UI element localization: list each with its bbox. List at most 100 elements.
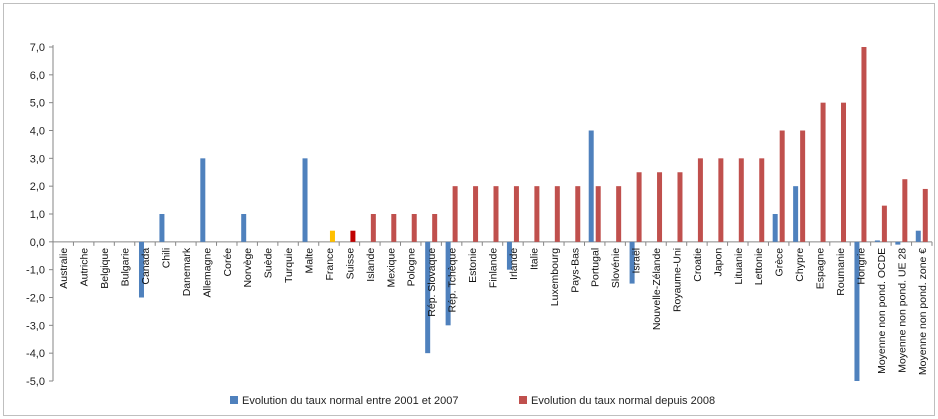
bar-estonie-depuis-2008 (473, 186, 479, 242)
bar-moyenne-non-pond-ue-28-2001-2007 (895, 241, 901, 245)
x-category-label: Belgique (99, 248, 111, 289)
x-category-label: Irlande (508, 248, 520, 280)
x-category-label: Moyenne non pond. OCDE (876, 248, 888, 374)
bar-gr-ce-2001-2007 (772, 214, 778, 242)
x-category-label: Pays-Bas (569, 248, 581, 293)
x-category-label: Suisse (344, 248, 356, 280)
x-category-label: Slovénie (610, 248, 622, 288)
y-tick-label: 2,0 (30, 181, 45, 193)
bar-islande-depuis-2008 (370, 214, 376, 242)
x-category-label: Lituanie (733, 248, 745, 285)
x-category-label: Autriche (79, 248, 91, 287)
y-tick-label: 3,0 (30, 153, 45, 165)
x-category-label: Moyenne non pond. UE 28 (896, 248, 908, 373)
bar-italie-depuis-2008 (534, 186, 540, 242)
bar-moyenne-non-pond-ocde-depuis-2008 (881, 205, 887, 242)
x-category-label: Danemark (181, 247, 193, 296)
x-category-label: Norvège (242, 248, 254, 288)
bar-isra-l-depuis-2008 (636, 172, 642, 242)
bar-r-p-slovaque-2001-2007 (425, 241, 431, 354)
y-tick-label: 6,0 (30, 70, 45, 82)
bar-chypre-2001-2007 (793, 186, 799, 242)
x-category-label: Rép. Tchèque (447, 248, 459, 313)
bar-r-p-slovaque-depuis-2008 (432, 214, 438, 242)
x-category-label: Chili (160, 248, 172, 268)
bar-roumanie-depuis-2008 (841, 102, 847, 242)
x-category-label: Luxembourg (549, 248, 561, 307)
x-category-label: Finlande (488, 248, 500, 288)
y-tick-label: -4,0 (26, 348, 45, 360)
x-category-label: Grèce (774, 248, 786, 277)
y-tick-label: 1,0 (30, 209, 45, 221)
bar-finlande-depuis-2008 (493, 186, 499, 242)
bar-pologne-depuis-2008 (411, 214, 417, 242)
bar-gr-ce-depuis-2008 (779, 130, 785, 242)
x-category-label: Moyenne non pond. zone € (917, 248, 929, 375)
bar-pays-bas-depuis-2008 (575, 186, 581, 242)
bar-espagne-depuis-2008 (820, 102, 826, 242)
bar-chili-2001-2007 (159, 214, 165, 242)
x-category-label: Canada (140, 248, 152, 285)
bar-norv-ge-2001-2007 (241, 214, 247, 242)
x-category-label: Bulgarie (120, 248, 132, 287)
x-category-label: Royaume-Uni (671, 248, 683, 312)
x-category-label: Mexique (385, 248, 397, 288)
bar-lettonie-depuis-2008 (759, 158, 765, 242)
x-category-label: Suède (263, 248, 275, 279)
bar-irlande-depuis-2008 (513, 186, 519, 242)
x-category-label: Rép. Slovaque (426, 248, 438, 317)
x-category-label: Turquie (283, 248, 295, 283)
y-tick-label: -5,0 (26, 376, 45, 388)
bar-moyenne-non-pond-zone--2001-2007 (915, 230, 921, 242)
bar-allemagne-2001-2007 (200, 158, 206, 242)
legend-swatch-depuis-2008 (519, 396, 527, 404)
y-tick-label: -1,0 (26, 265, 45, 277)
bar-r-p-tch-que-2001-2007 (445, 241, 451, 326)
x-category-label: Allemagne (201, 248, 213, 298)
bar-chypre-depuis-2008 (800, 130, 806, 242)
x-category-label: Croatie (692, 248, 704, 282)
x-category-label: Australie (58, 248, 70, 289)
bar-portugal-depuis-2008 (595, 186, 601, 242)
x-category-label: Japon (712, 248, 724, 277)
y-tick-label: -2,0 (26, 293, 45, 305)
legend-label-2001-2007: Evolution du taux normal entre 2001 et 2… (242, 395, 458, 407)
x-category-label: Corée (222, 248, 234, 277)
bar-hongrie-depuis-2008 (861, 47, 867, 242)
bar-suisse-depuis-2008 (350, 230, 356, 242)
y-tick-label: -3,0 (26, 320, 45, 332)
bar-royaume-uni-depuis-2008 (677, 172, 683, 242)
x-category-label: Estonie (467, 248, 479, 283)
x-category-label: Italie (528, 248, 540, 270)
x-category-label: Portugal (590, 248, 602, 287)
bar-moyenne-non-pond-ocde-2001-2007 (874, 240, 880, 242)
bar-hongrie-2001-2007 (854, 241, 860, 381)
x-category-label: Islande (365, 248, 377, 282)
x-category-label: Israël (631, 248, 643, 274)
bar-malte-2001-2007 (302, 158, 308, 242)
x-category-label: Hongrie (855, 248, 867, 285)
x-category-label: Espagne (815, 248, 827, 290)
x-category-label: France (324, 248, 336, 281)
legend-label-depuis-2008: Evolution du taux normal depuis 2008 (531, 395, 715, 407)
bar-mexique-depuis-2008 (391, 214, 397, 242)
bar-croatie-depuis-2008 (697, 158, 703, 242)
x-category-label: Chypre (794, 248, 806, 282)
y-tick-label: 0,0 (30, 237, 45, 249)
y-tick-label: 4,0 (30, 126, 45, 138)
bar-luxembourg-depuis-2008 (554, 186, 560, 242)
bar-lituanie-depuis-2008 (738, 158, 744, 242)
y-tick-label: 5,0 (30, 98, 45, 110)
x-category-label: Nouvelle-Zélande (651, 248, 663, 330)
legend-swatch-2001-2007 (230, 396, 238, 404)
bar-portugal-2001-2007 (588, 130, 594, 242)
bar-isra-l-2001-2007 (629, 241, 635, 284)
bar-r-p-tch-que-depuis-2008 (452, 186, 458, 242)
bar-japon-depuis-2008 (718, 158, 724, 242)
bar-france-depuis-2008 (329, 230, 335, 242)
x-category-label: Roumanie (835, 248, 847, 296)
bar-irlande-2001-2007 (506, 241, 512, 270)
bar-moyenne-non-pond-ue-28-depuis-2008 (902, 179, 908, 242)
x-category-label: Malte (304, 248, 316, 274)
